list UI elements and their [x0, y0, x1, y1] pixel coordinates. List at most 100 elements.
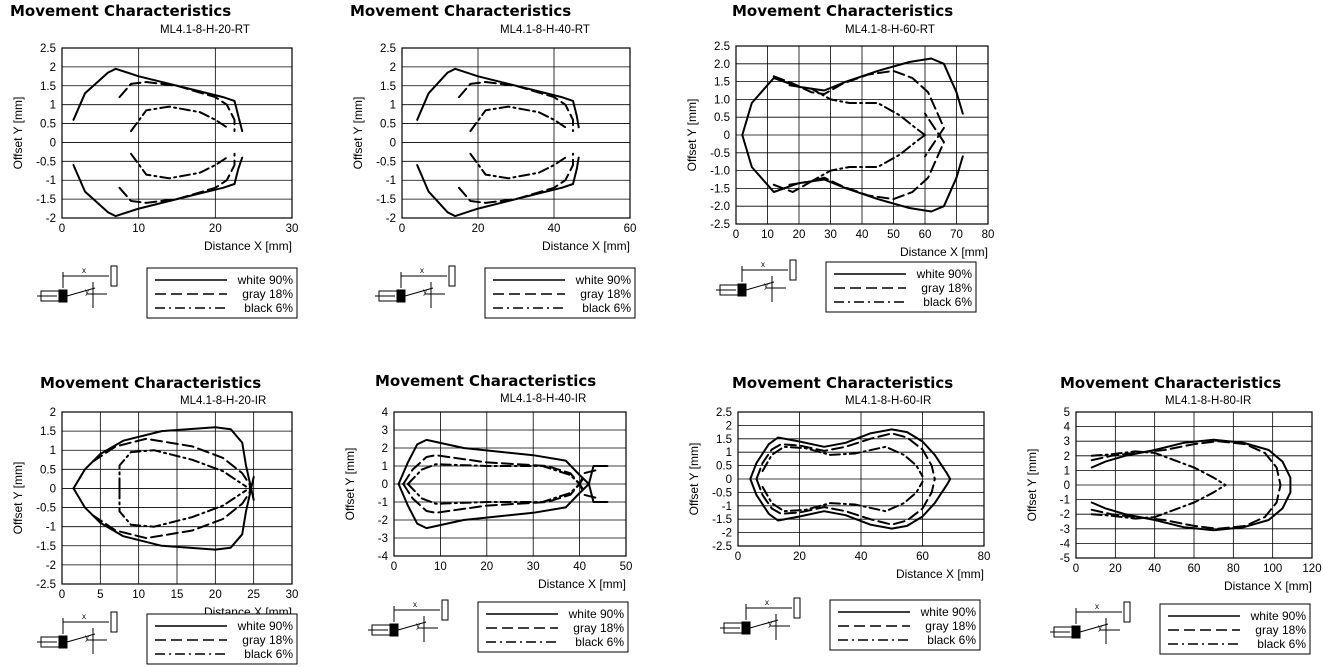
y-tick-label: 0 — [726, 474, 732, 486]
y-axis-label: Offset Y [mm] — [343, 448, 357, 521]
y-tick-label: 0 — [1064, 480, 1070, 492]
x-tick-label: 0 — [59, 589, 65, 601]
legend-label: gray 18% — [921, 281, 972, 295]
y-tick-label: -1 — [722, 501, 732, 513]
x-tick-label: 10 — [761, 229, 774, 241]
legend-label: gray 18% — [573, 621, 624, 635]
svg-text:y: y — [423, 287, 427, 296]
x-tick-label: 40 — [855, 551, 868, 563]
plot-frame — [401, 47, 631, 219]
y-tick-label: 0.5 — [714, 112, 730, 124]
svg-text:x: x — [761, 260, 765, 269]
y-tick-label: -2 — [46, 213, 56, 225]
series-line-solid — [397, 438, 609, 503]
plot-grid — [401, 47, 631, 219]
x-tick-label: 60 — [919, 229, 932, 241]
svg-text:x: x — [420, 266, 424, 275]
y-tick-label: -0.5 — [710, 148, 730, 160]
chart-legend: white 90%gray 18%black 6% — [477, 601, 629, 653]
legend-label: white 90% — [1250, 609, 1307, 623]
x-tick-label: 10 — [132, 589, 145, 601]
y-tick-label: 2.5 — [714, 41, 730, 53]
x-axis-label: Distance X [mm] — [538, 577, 626, 591]
chart-model-label: ML4.1-8-H-20-RT — [160, 24, 250, 36]
chart-legend: white 90%gray 18%black 6% — [1159, 603, 1311, 655]
y-tick-label: 2.5 — [40, 43, 56, 55]
legend-label: black 6% — [1257, 637, 1306, 651]
legend-label: gray 18% — [925, 619, 976, 633]
chart-model-label: ML4.1-8-H-40-RT — [500, 24, 590, 36]
y-tick-label: 2.5 — [716, 407, 732, 419]
legend-label: white 90% — [920, 605, 977, 619]
y-tick-label: -3 — [1060, 524, 1070, 536]
chart-legend: white 90%gray 18%black 6% — [829, 599, 981, 651]
chart-model-label: ML4.1-8-H-80-IR — [1165, 395, 1252, 407]
series-line-dashdot — [788, 84, 926, 136]
plot-frame — [737, 411, 985, 547]
y-tick-label: -1.5 — [36, 541, 56, 553]
sensor-diagram-icon: xy — [37, 611, 118, 654]
y-tick-label: 2 — [726, 420, 732, 432]
legend-label: white 90% — [568, 607, 625, 621]
legend-label: black 6% — [582, 301, 631, 315]
series-line-solid — [1090, 438, 1292, 532]
y-tick-label: 0.5 — [716, 461, 732, 473]
y-tick-label: 1 — [390, 100, 396, 112]
plot-frame — [61, 411, 293, 585]
x-tick-label: 80 — [1227, 563, 1240, 575]
y-tick-label: 1.5 — [380, 81, 396, 93]
series-line-solid — [749, 478, 952, 530]
series-line-dash — [91, 437, 251, 494]
y-tick-label: -2.5 — [36, 579, 56, 591]
series-line-solid — [72, 156, 244, 218]
y-tick-label: 1 — [50, 100, 56, 112]
svg-text:y: y — [1098, 623, 1102, 632]
legend-label: gray 18% — [580, 287, 631, 301]
x-tick-label: 15 — [171, 589, 184, 601]
y-tick-label: -2 — [386, 213, 396, 225]
y-tick-label: 2 — [1064, 451, 1070, 463]
series-line-dash — [755, 432, 936, 480]
y-tick-label: -2 — [378, 515, 388, 527]
x-tick-label: 20 — [793, 229, 806, 241]
x-tick-label: 30 — [527, 561, 540, 573]
x-tick-label: 40 — [548, 223, 561, 235]
y-tick-label: 0.5 — [380, 119, 396, 131]
y-tick-label: -1.5 — [712, 514, 732, 526]
series-line-dashdot — [406, 463, 586, 493]
y-tick-label: -3 — [378, 533, 388, 545]
svg-text:y: y — [768, 619, 772, 628]
x-axis-label: Distance X [mm] — [204, 239, 292, 253]
series-line-solid — [741, 57, 964, 136]
x-tick-label: 60 — [1188, 563, 1201, 575]
y-tick-label: -0.5 — [36, 156, 56, 168]
x-tick-label: 20 — [472, 223, 485, 235]
x-tick-label: 40 — [1148, 563, 1161, 575]
x-axis-label: Distance X [mm] — [896, 567, 984, 581]
series-line-dash — [1090, 440, 1282, 530]
series-line-dash — [772, 69, 945, 158]
series-line-dashdot — [469, 105, 567, 133]
y-tick-label: -1 — [378, 497, 388, 509]
legend-label: white 90% — [575, 273, 632, 287]
chart-title: Movement Characteristics — [1060, 374, 1282, 392]
series-line-dashdot — [130, 105, 228, 133]
x-axis-label: Distance X [mm] — [204, 605, 292, 619]
series-line-dash — [402, 468, 600, 514]
x-axis-label: Distance X [mm] — [542, 239, 630, 253]
x-tick-label: 20 — [209, 223, 222, 235]
series-line-dash — [772, 112, 945, 201]
chart-model-label: ML4.1-8-H-60-IR — [845, 395, 932, 407]
y-tick-label: 2 — [50, 407, 56, 419]
y-tick-label: 0 — [724, 130, 730, 142]
x-tick-label: 10 — [434, 561, 447, 573]
x-tick-label: 0 — [391, 561, 397, 573]
series-line-solid — [72, 426, 255, 501]
svg-text:x: x — [82, 612, 86, 621]
x-tick-label: 60 — [624, 223, 637, 235]
x-tick-label: 25 — [247, 589, 260, 601]
y-tick-label: 1 — [1064, 465, 1070, 477]
